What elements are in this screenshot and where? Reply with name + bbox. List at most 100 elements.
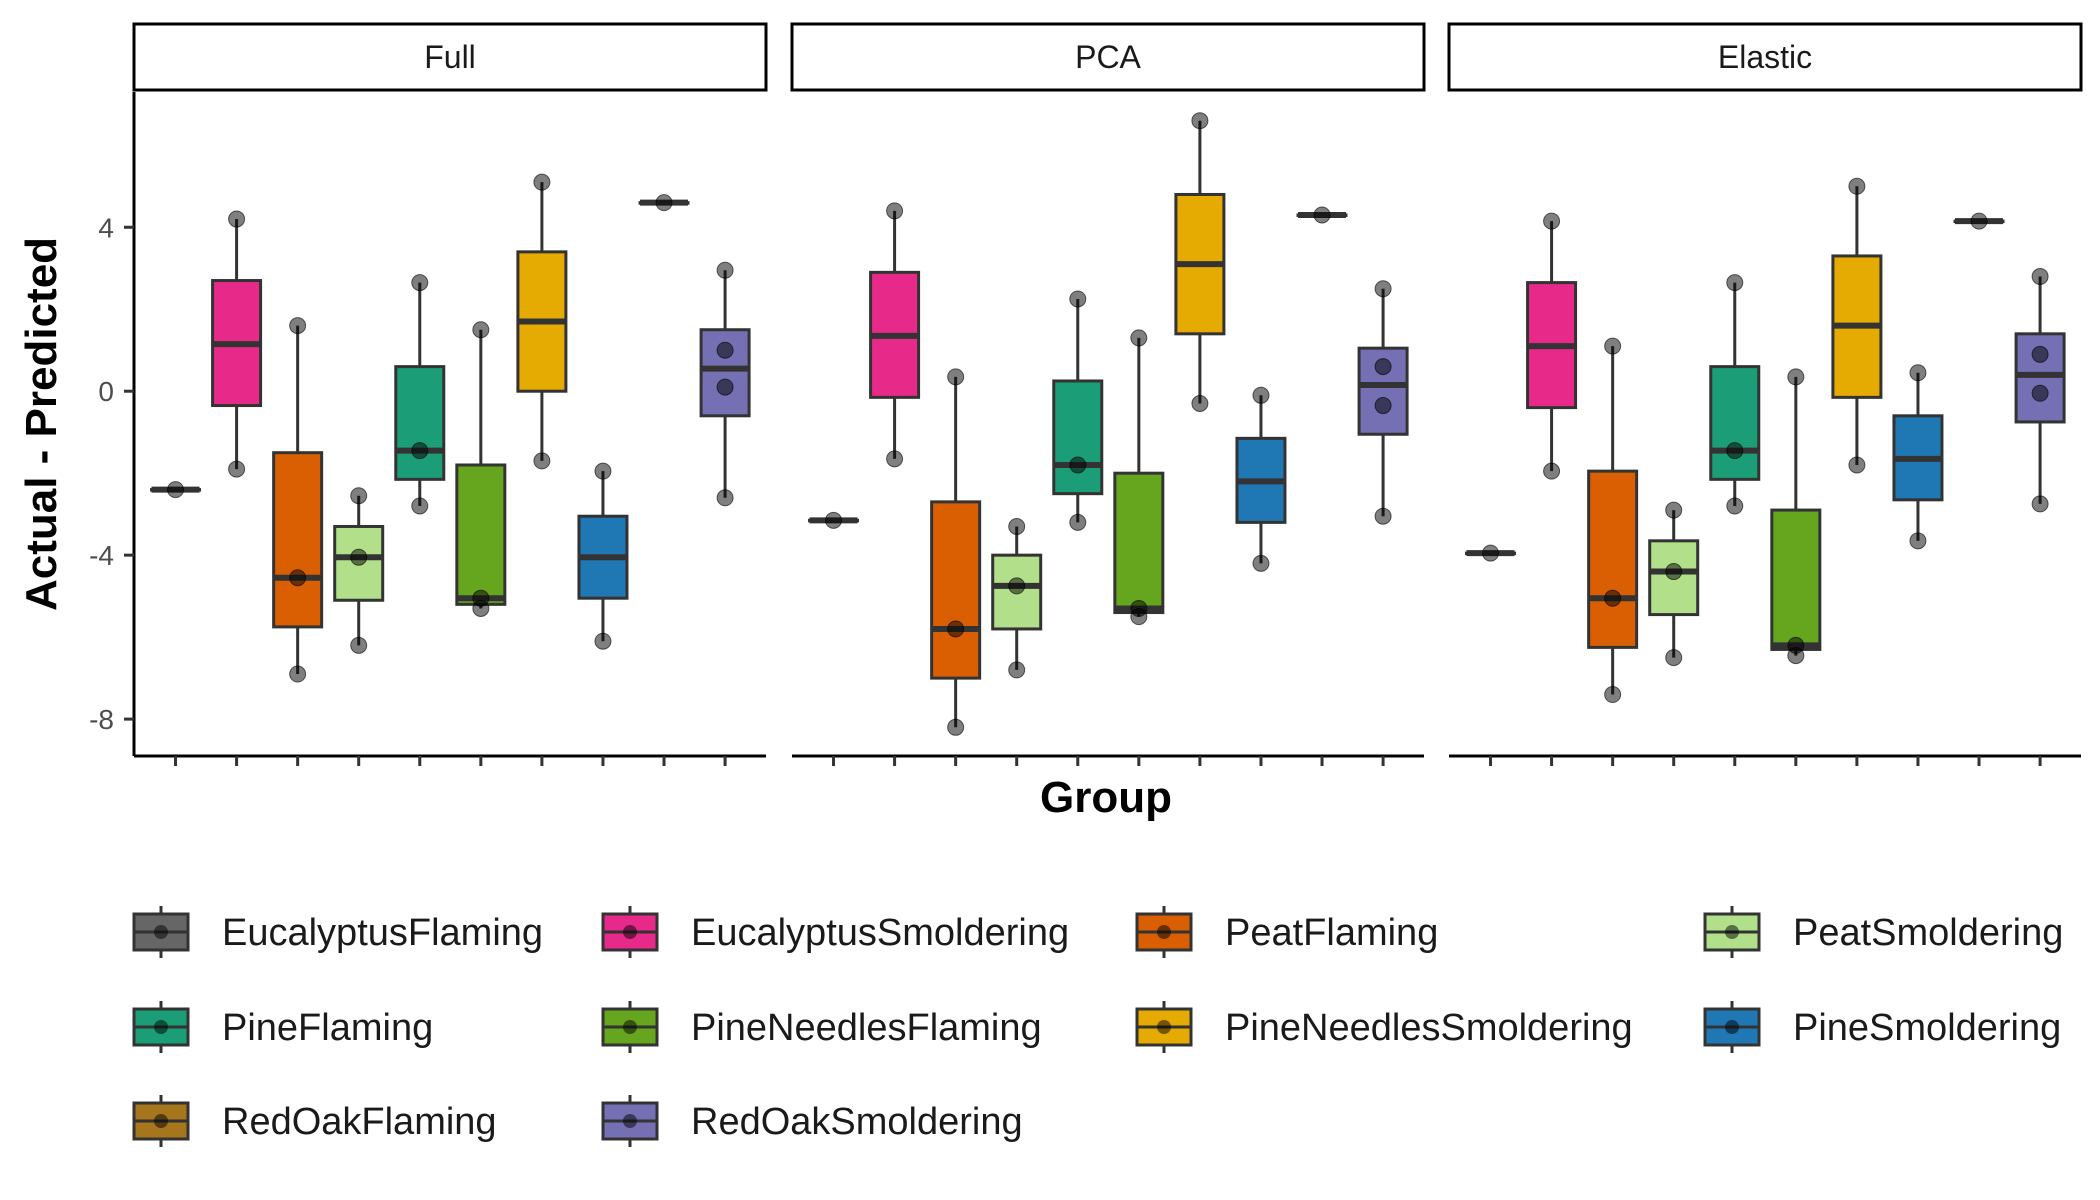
legend-key-point bbox=[1157, 925, 1171, 939]
legend-label: RedOakFlaming bbox=[222, 1101, 497, 1143]
data-point bbox=[1665, 649, 1683, 667]
box-body bbox=[1770, 508, 1822, 651]
legend-label: PineNeedlesSmoldering bbox=[1225, 1007, 1633, 1049]
data-point bbox=[472, 599, 490, 617]
data-point bbox=[2031, 384, 2049, 402]
data-point bbox=[350, 636, 368, 654]
box-EucalyptusSmoldering bbox=[211, 210, 263, 766]
box-PeatSmoldering bbox=[991, 517, 1043, 766]
data-point bbox=[167, 481, 185, 499]
box-PineSmoldering bbox=[1235, 386, 1287, 766]
y-tick-label: -8 bbox=[89, 704, 114, 735]
panels-layer: Full PCA Elastic bbox=[132, 22, 2083, 766]
data-point bbox=[716, 489, 734, 507]
data-point bbox=[716, 378, 734, 396]
facet-panel-full: Full bbox=[132, 22, 768, 766]
facet-panel-pca: PCA bbox=[790, 22, 1426, 766]
x-axis-title: Group bbox=[1040, 773, 1172, 822]
data-point bbox=[1008, 517, 1026, 535]
data-point bbox=[1069, 290, 1087, 308]
box-body bbox=[272, 451, 324, 629]
box-PineNeedlesFlaming bbox=[1770, 368, 1822, 766]
data-point bbox=[1848, 177, 1866, 195]
legend-item-PineSmoldering: PineSmoldering bbox=[1703, 1001, 2061, 1053]
data-point bbox=[1130, 329, 1148, 347]
data-point bbox=[1252, 554, 1270, 572]
box-PineSmoldering bbox=[1892, 364, 1944, 766]
data-point bbox=[594, 462, 612, 480]
data-point bbox=[472, 321, 490, 339]
box-RedOakSmoldering bbox=[699, 261, 751, 766]
legend-item-RedOakSmoldering: RedOakSmoldering bbox=[601, 1095, 1023, 1147]
data-point bbox=[533, 173, 551, 191]
legend-label: EucalyptusFlaming bbox=[222, 912, 543, 954]
legend-key-point bbox=[623, 1114, 637, 1128]
box-PeatFlaming bbox=[930, 368, 982, 766]
facet-strip bbox=[1447, 22, 2083, 92]
box-body bbox=[1052, 379, 1104, 496]
box-body bbox=[1709, 365, 1761, 481]
legend-item-EucalyptusSmoldering: EucalyptusSmoldering bbox=[601, 906, 1069, 958]
legend-label: EucalyptusSmoldering bbox=[691, 912, 1069, 954]
data-point bbox=[716, 341, 734, 359]
facet-strip-label: Elastic bbox=[1718, 39, 1812, 75]
legend-item-RedOakFlaming: RedOakFlaming bbox=[132, 1095, 497, 1147]
box-PineFlaming bbox=[1709, 274, 1761, 766]
data-point bbox=[350, 548, 368, 566]
data-point bbox=[289, 665, 307, 683]
legend-key-point bbox=[154, 1114, 168, 1128]
data-point bbox=[1787, 647, 1805, 665]
data-point bbox=[1374, 358, 1392, 376]
legend-item-PineNeedlesSmoldering: PineNeedlesSmoldering bbox=[1135, 1001, 1633, 1053]
data-point bbox=[716, 261, 734, 279]
data-point bbox=[1909, 532, 1927, 550]
data-point bbox=[1543, 212, 1561, 230]
data-point bbox=[1252, 386, 1270, 404]
legend-label: RedOakSmoldering bbox=[691, 1101, 1023, 1143]
legend-label: PineNeedlesFlaming bbox=[691, 1007, 1042, 1049]
data-point bbox=[1787, 368, 1805, 386]
y-tick-label: 4 bbox=[98, 212, 114, 243]
data-point bbox=[350, 487, 368, 505]
box-PineNeedlesSmoldering bbox=[1831, 177, 1883, 766]
data-point bbox=[947, 620, 965, 638]
data-point bbox=[886, 450, 904, 468]
data-point bbox=[1191, 112, 1209, 130]
data-point bbox=[886, 202, 904, 220]
data-point bbox=[594, 632, 612, 650]
legend-item-EucalyptusFlaming: EucalyptusFlaming bbox=[132, 906, 543, 958]
legend-label: PineFlaming bbox=[222, 1007, 433, 1049]
legend-item-PeatSmoldering: PeatSmoldering bbox=[1703, 906, 2063, 958]
box-PineNeedlesSmoldering bbox=[1174, 112, 1226, 766]
box-EucalyptusFlaming bbox=[808, 511, 860, 766]
facet-strip bbox=[790, 22, 1426, 92]
box-PeatFlaming bbox=[1587, 337, 1639, 766]
data-point bbox=[1726, 274, 1744, 292]
data-point bbox=[1008, 577, 1026, 595]
box-EucalyptusFlaming bbox=[1465, 544, 1517, 766]
legend-label: PineSmoldering bbox=[1793, 1007, 2061, 1049]
facet-strip bbox=[132, 22, 768, 92]
data-point bbox=[1909, 364, 1927, 382]
data-point bbox=[1374, 507, 1392, 525]
box-EucalyptusSmoldering bbox=[1526, 212, 1578, 766]
legend: EucalyptusFlaming EucalyptusSmoldering Pea… bbox=[132, 906, 2063, 1147]
box-RedOakFlaming bbox=[1953, 212, 2005, 766]
data-point bbox=[1970, 212, 1988, 230]
legend-label: PeatSmoldering bbox=[1793, 912, 2063, 954]
data-point bbox=[2031, 345, 2049, 363]
data-point bbox=[947, 368, 965, 386]
box-body bbox=[455, 463, 507, 606]
data-point bbox=[1543, 462, 1561, 480]
box-PeatSmoldering bbox=[333, 487, 385, 766]
data-point bbox=[1665, 563, 1683, 581]
facet-strip-label: Full bbox=[424, 39, 476, 75]
y-axis: -8 -4 0 4 bbox=[89, 92, 136, 756]
data-point bbox=[1069, 513, 1087, 531]
box-PineNeedlesSmoldering bbox=[516, 173, 568, 766]
box-PeatSmoldering bbox=[1648, 501, 1700, 766]
facet-panel-elastic: Elastic bbox=[1447, 22, 2083, 766]
data-point bbox=[1604, 686, 1622, 704]
data-point bbox=[1374, 280, 1392, 298]
legend-key-point bbox=[623, 1020, 637, 1034]
